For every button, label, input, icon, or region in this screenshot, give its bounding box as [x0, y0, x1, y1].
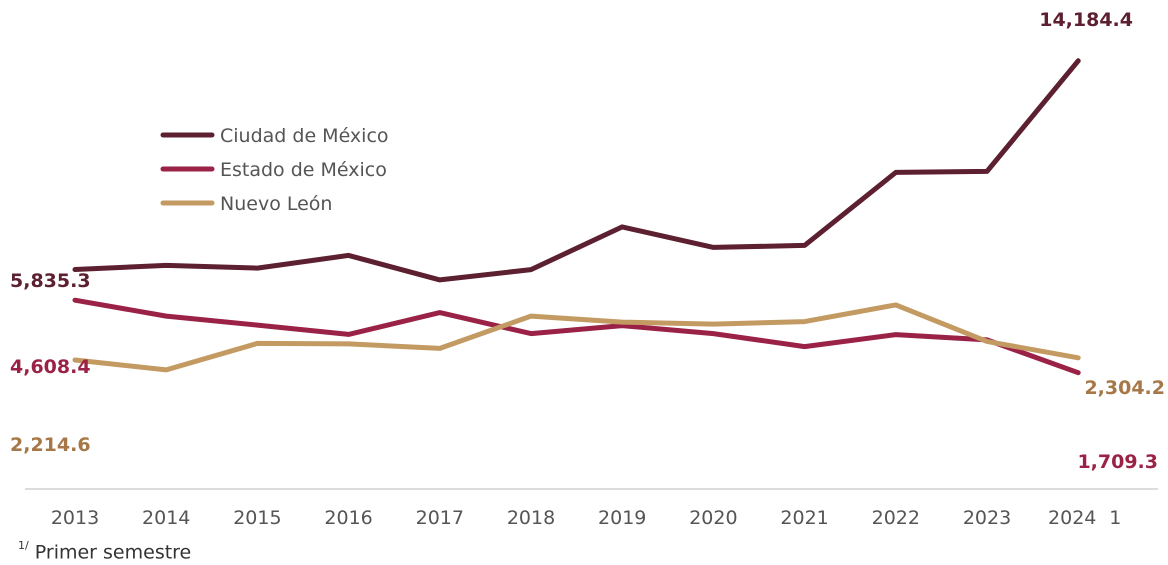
legend-label-0: Ciudad de México	[220, 125, 389, 147]
x-tick-label: 2018	[507, 507, 555, 529]
x-tick-label: 2017	[416, 507, 464, 529]
data-label: 5,835.3	[10, 270, 91, 292]
x-tick-label: 2024	[1048, 507, 1096, 529]
x-tick-label: 2013	[51, 507, 99, 529]
series-line-1	[72, 297, 1081, 376]
x-tick-label: 2021	[780, 507, 828, 529]
data-label: 4,608.4	[10, 356, 91, 378]
legend-label-2: Nuevo León	[220, 193, 332, 215]
series-line-0	[72, 58, 1081, 283]
x-tick-label: 2020	[689, 507, 737, 529]
x-tick-label: 2019	[598, 507, 646, 529]
footnote-text: Primer semestre	[34, 541, 192, 564]
x-tick-label: 2016	[324, 507, 372, 529]
series-layer	[72, 58, 1081, 376]
data-label: 14,184.4	[1039, 9, 1133, 31]
legend-label-1: Estado de México	[220, 159, 387, 181]
x-tick-label: 2022	[872, 507, 920, 529]
legend: Ciudad de México Estado de México Nuevo Le…	[160, 125, 389, 215]
x-tick-label: 2015	[233, 507, 281, 529]
footnote: 1/ Primer semestre	[18, 539, 192, 564]
x-tick-label: 2023	[963, 507, 1011, 529]
x-tick-label: 2014	[142, 507, 190, 529]
x-tick-labels: 2013 2014 2015 2016 2017 2018 2019 2020 2021 2022…	[51, 507, 1121, 529]
footnote-marker: 1/	[18, 539, 29, 552]
data-labels: 5,835.3 14,184.4 4,608.4 1,709.3 2,214.6 2,30…	[10, 9, 1165, 473]
x-tick-superscript: 1	[1109, 507, 1121, 529]
data-label: 1,709.3	[1077, 451, 1158, 473]
series-line-2	[72, 302, 1081, 373]
data-label: 2,304.2	[1084, 377, 1165, 399]
data-label: 2,214.6	[10, 434, 91, 456]
line-chart: 2013 2014 2015 2016 2017 2018 2019 2020 2021 2022…	[10, 9, 1165, 529]
